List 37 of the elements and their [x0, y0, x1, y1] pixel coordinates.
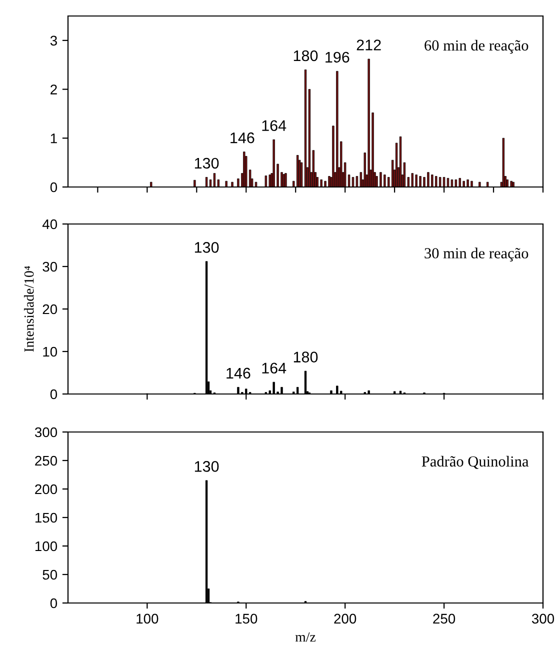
y-tick-label: 2: [50, 84, 57, 94]
annotation: 180: [294, 50, 318, 62]
annotation: 130: [194, 158, 219, 169]
annotation: 180: [294, 352, 318, 362]
annotation: 130: [194, 242, 219, 253]
annotation: 164: [262, 120, 286, 132]
y-tick-label: 100: [35, 541, 58, 552]
y-tick-label: 30: [42, 262, 58, 272]
annotation: 146: [230, 132, 254, 144]
annotation: 146: [226, 368, 250, 379]
x-axis-title: m/z: [295, 632, 316, 642]
y-tick-label: 0: [50, 182, 58, 192]
y-tick-label: 0: [50, 598, 58, 608]
y-axis-title: Intensidade/10⁴: [24, 266, 34, 352]
annotation: 196: [326, 52, 350, 63]
x-tick-label: 250: [433, 614, 456, 624]
y-tick-label: 10: [43, 346, 58, 357]
annotation: Padrão Quinolina: [422, 456, 529, 469]
y-tick-label: 50: [42, 570, 58, 580]
annotation: 212: [356, 40, 381, 50]
y-tick-label: 40: [42, 219, 58, 230]
y-tick-label: 200: [35, 484, 58, 494]
x-tick-label: 300: [532, 614, 554, 624]
annotation: 130: [194, 461, 219, 472]
x-tick-label: 150: [236, 614, 258, 624]
y-tick-label: 20: [42, 304, 58, 314]
annotation: 60 min de reação: [424, 40, 528, 54]
y-tick-label: 250: [35, 456, 58, 466]
y-tick-label: 1: [50, 134, 57, 144]
y-tick-label: 300: [34, 427, 58, 438]
y-tick-label: 150: [35, 512, 58, 523]
y-tick-label: 0: [50, 389, 58, 400]
annotation: 164: [262, 362, 286, 374]
y-tick-label: 3: [50, 36, 57, 46]
x-tick-label: 100: [136, 614, 158, 624]
annotation: 30 min de reação: [424, 248, 528, 262]
x-tick-label: 200: [334, 614, 356, 624]
